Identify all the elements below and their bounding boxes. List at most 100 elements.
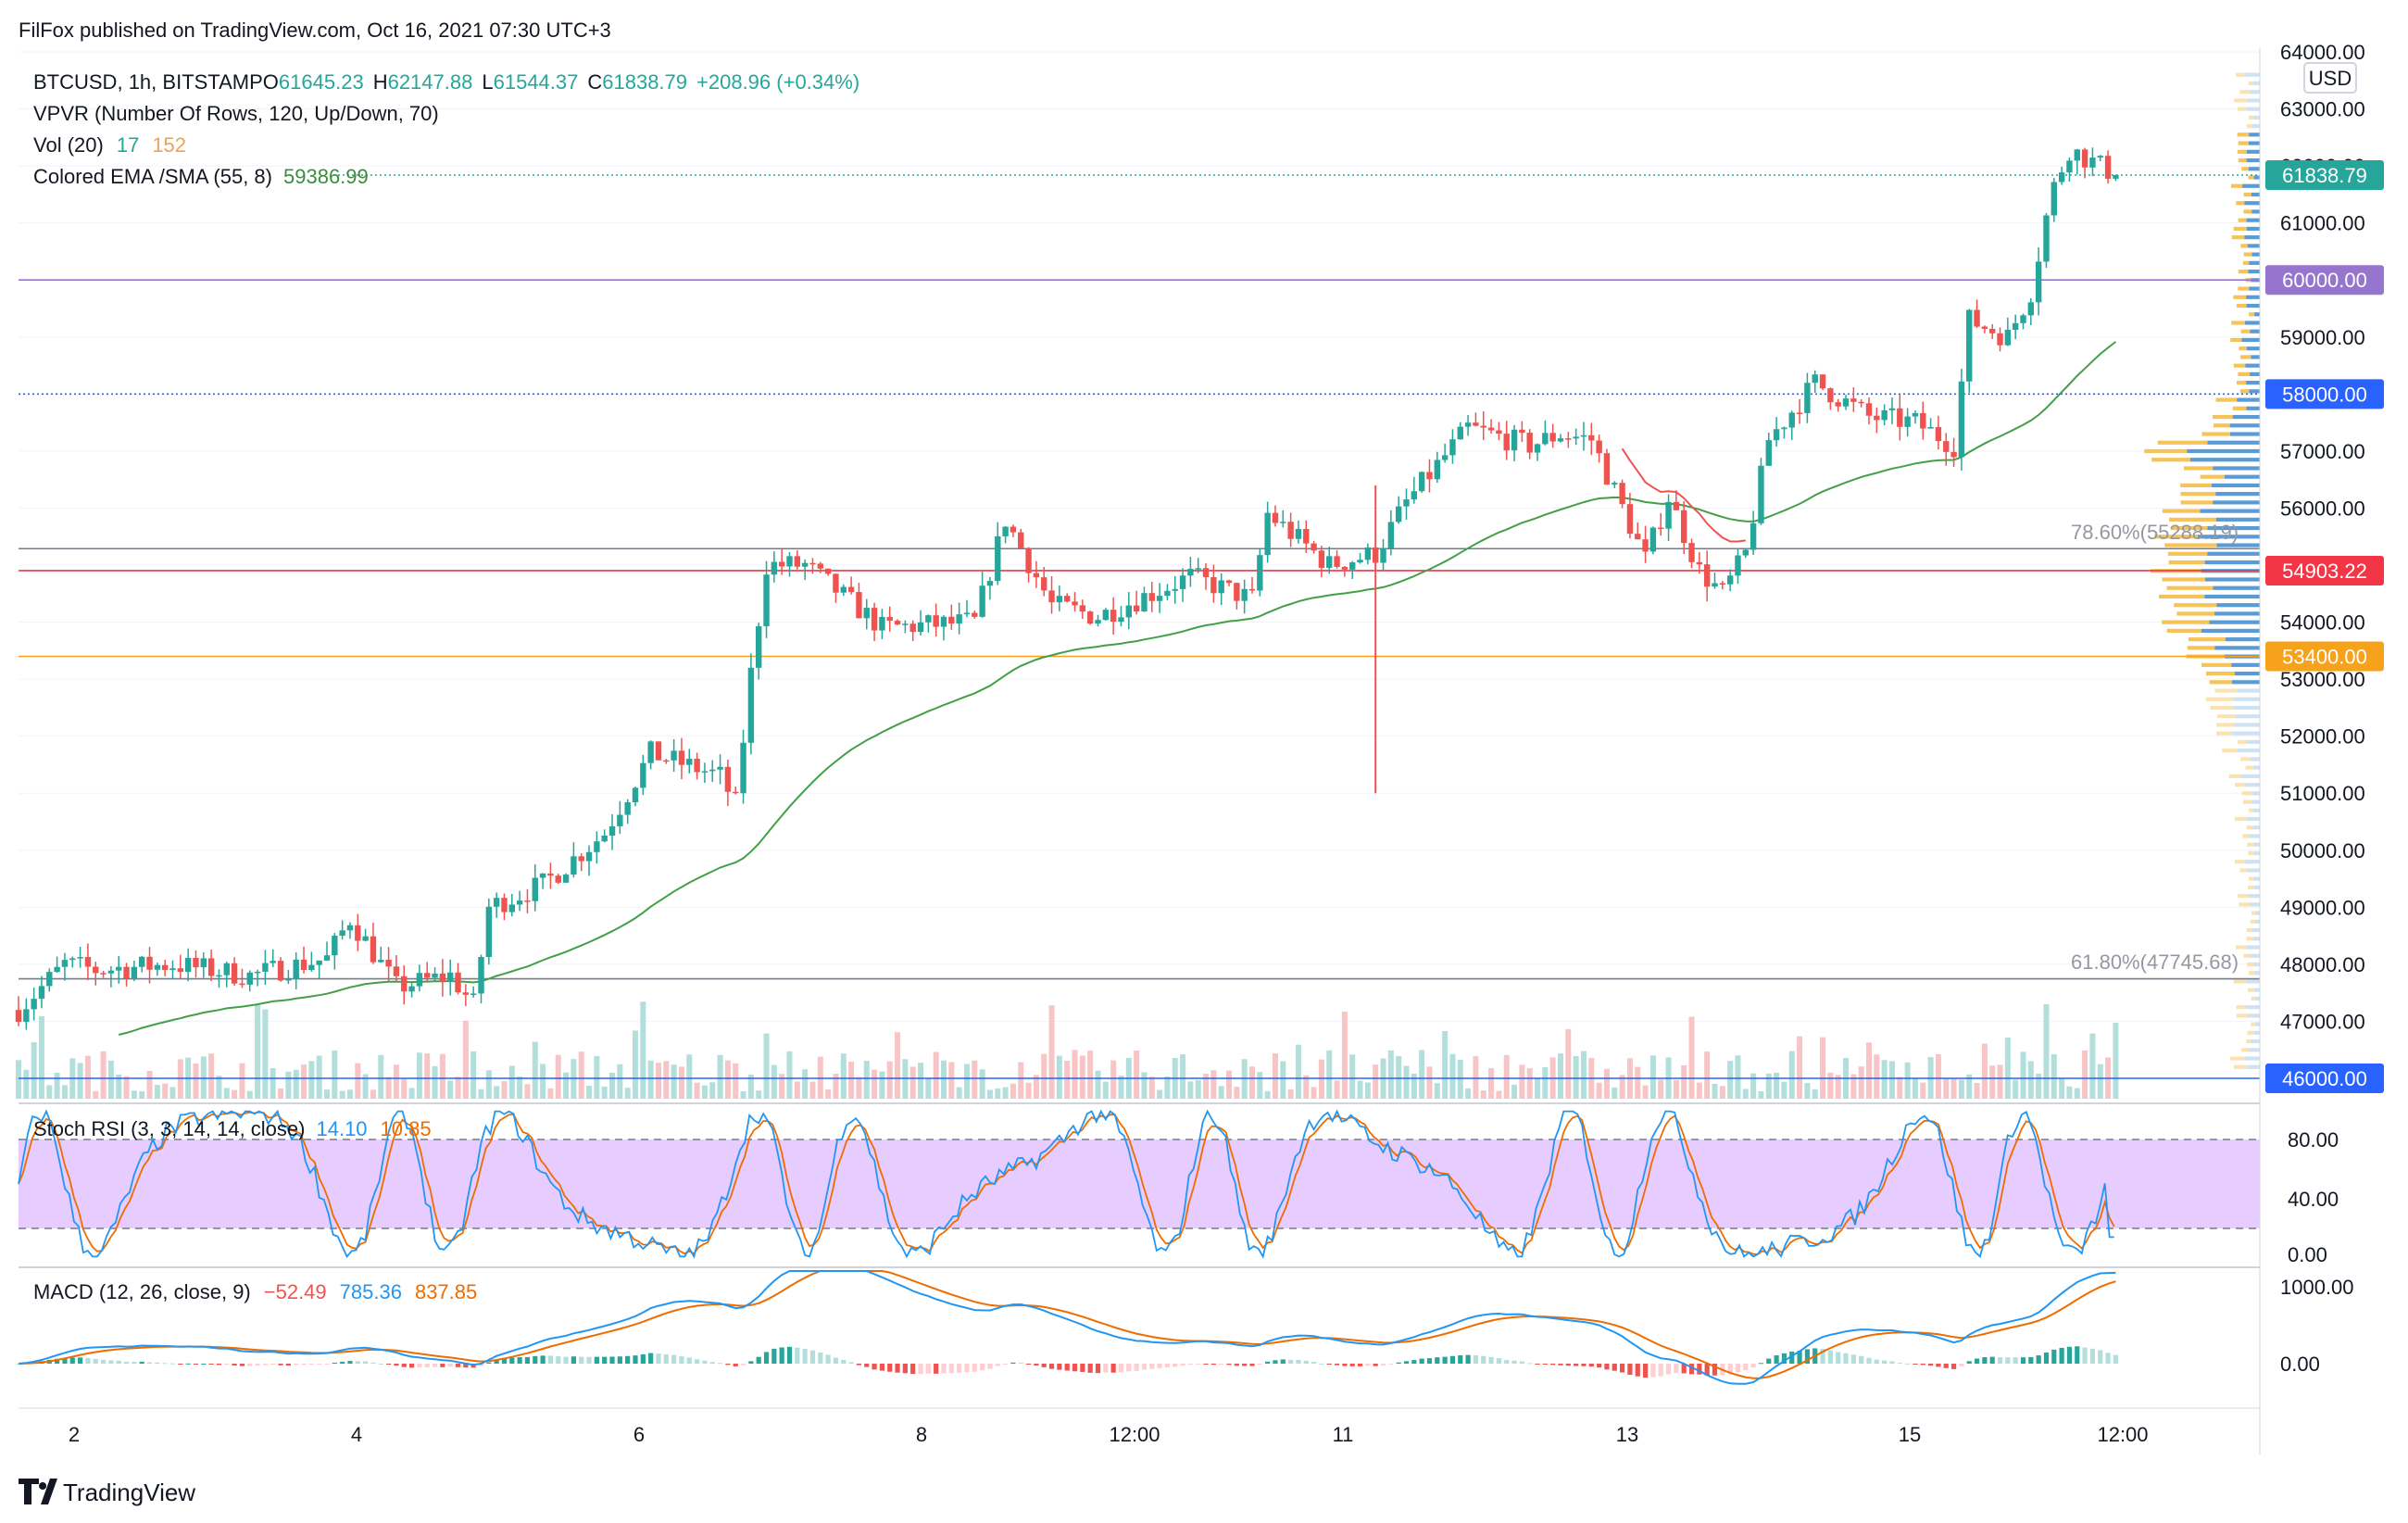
volume-bar (1419, 1050, 1425, 1099)
brand-name: TradingView (63, 1479, 195, 1506)
volume-bar (2089, 1033, 2096, 1099)
vp-bar-down (2248, 850, 2254, 856)
volume-bar (2013, 1079, 2019, 1099)
price-axis[interactable]: 64000.0063000.0062000.0061000.0060000.00… (2280, 41, 2365, 1376)
stoch-legend[interactable]: Stoch RSI (3, 3, 14, 14, close) 14.10 10.8… (33, 1117, 432, 1140)
macd-hist-bar (872, 1364, 877, 1370)
time-axis[interactable]: 2 4 6 8 12:00 11 13 15 12:00 (69, 1423, 2149, 1446)
volume-bar (856, 1076, 862, 1099)
candle-body (632, 787, 639, 802)
macd-hist-bar (771, 1348, 777, 1364)
macd-hist-bar (386, 1364, 392, 1365)
vp-bar-down (2248, 175, 2254, 180)
macd-hist-bar (247, 1364, 253, 1366)
53400-level-tag-label: 53400.00 (2282, 645, 2367, 668)
stoch-k-line (18, 1109, 2114, 1259)
macd-hist-bar (1311, 1362, 1317, 1364)
horizontal-levels[interactable] (19, 279, 2260, 1079)
candle-body (1511, 429, 1518, 451)
macd-pane[interactable] (16, 1270, 2118, 1385)
candle-body (1549, 433, 1556, 442)
candle-body (1696, 561, 1703, 565)
vp-bar-down (2248, 81, 2253, 86)
volume-bar (1010, 1083, 1016, 1099)
candle-body (1364, 547, 1372, 560)
volume-bar (246, 1090, 253, 1099)
candle-body (1118, 617, 1124, 623)
54903-level-tag (2265, 555, 2384, 585)
vp-bar-down (2248, 971, 2255, 975)
volume-bar (1920, 1082, 1926, 1099)
stoch-rsi-pane[interactable] (18, 1109, 2260, 1259)
candle-body (624, 801, 631, 815)
vp-bar-up (2225, 474, 2260, 479)
candle-body (2058, 172, 2065, 183)
volume-bar (1673, 1079, 1679, 1099)
volume-bar (1148, 1076, 1155, 1099)
vp-bar-down (2210, 705, 2233, 711)
candle-body (671, 750, 677, 761)
macd-hist-bar (132, 1362, 137, 1364)
macd-hist-bar (1588, 1364, 1594, 1367)
macd-hist-bar (408, 1364, 415, 1368)
vp-bar-down (2248, 808, 2253, 812)
macd-hist-bar (1087, 1364, 1093, 1373)
price-pane[interactable]: 78.60%(55288.19) 61.80%(47745.68) (15, 48, 2260, 1101)
candle-body (1025, 548, 1032, 573)
vp-bar-up (2253, 850, 2260, 856)
macd-hist-bar (964, 1364, 970, 1373)
macd-hist-bar (702, 1360, 708, 1364)
volume-bar (408, 1088, 415, 1099)
vp-bar-up (2245, 1005, 2260, 1010)
volume-bar (1897, 1076, 1903, 1099)
volume-bar (1311, 1087, 1317, 1099)
candle-body (948, 616, 955, 624)
candle-body (323, 955, 331, 961)
macd-hist-bar (1126, 1364, 1132, 1372)
vp-bar-down (2249, 115, 2253, 120)
macd-legend[interactable]: MACD (12, 26, close, 9) −52.49 785.36 837.8… (33, 1280, 477, 1303)
volume-bar (1203, 1074, 1210, 1099)
volume-bar (941, 1060, 947, 1099)
vp-bar-down (2232, 406, 2247, 410)
macd-hist-bar (602, 1356, 608, 1364)
macd-hist-bar (301, 1364, 307, 1366)
candle-body (1758, 465, 1764, 523)
candle-body (809, 562, 816, 565)
stoch-tick-label: 0.00 (2288, 1243, 2327, 1266)
open-value: 61645.23 (279, 70, 364, 94)
vp-bar-down (2162, 577, 2205, 582)
macd-hist-bar (1704, 1364, 1710, 1376)
macd-hist-bar (1974, 1358, 1980, 1364)
macd-hist-bar (1134, 1364, 1139, 1371)
volume-bar (1033, 1075, 1039, 1099)
candle-body (917, 622, 924, 633)
macd-hist-bar (833, 1357, 839, 1364)
macd-hist-bar (139, 1361, 144, 1364)
vp-bar-up (2252, 765, 2260, 770)
candle-body (562, 875, 570, 883)
macd-value: 785.36 (340, 1280, 402, 1303)
macd-hist-bar (1449, 1355, 1456, 1364)
currency-badge[interactable]: USD (2303, 62, 2357, 94)
vp-bar-up (2249, 260, 2260, 265)
candle-body (1573, 436, 1579, 439)
candle-body (1341, 566, 1348, 570)
vp-bar-down (2238, 157, 2247, 163)
main-legend[interactable]: BTCUSD, 1h, BITSTAMPO61645.23 H62147.88 L6… (33, 70, 859, 188)
tradingview-logo[interactable]: TradingView (19, 1479, 195, 1506)
volume-bar (2043, 1004, 2050, 1099)
macd-hist-bar (324, 1364, 330, 1365)
macd-hist-bar (517, 1356, 522, 1364)
candle-body (408, 986, 415, 992)
candle-body (1912, 412, 1919, 417)
candle-body (524, 900, 531, 902)
volume-bar (1742, 1089, 1749, 1099)
vp-bar-down (2216, 731, 2232, 736)
volume-bar (1781, 1081, 1787, 1099)
volume-bar (270, 1068, 276, 1099)
candle-body (77, 957, 83, 959)
candle-body (1234, 583, 1240, 601)
macd-hist-bar (394, 1364, 399, 1366)
vp-bar-up (2248, 894, 2260, 899)
